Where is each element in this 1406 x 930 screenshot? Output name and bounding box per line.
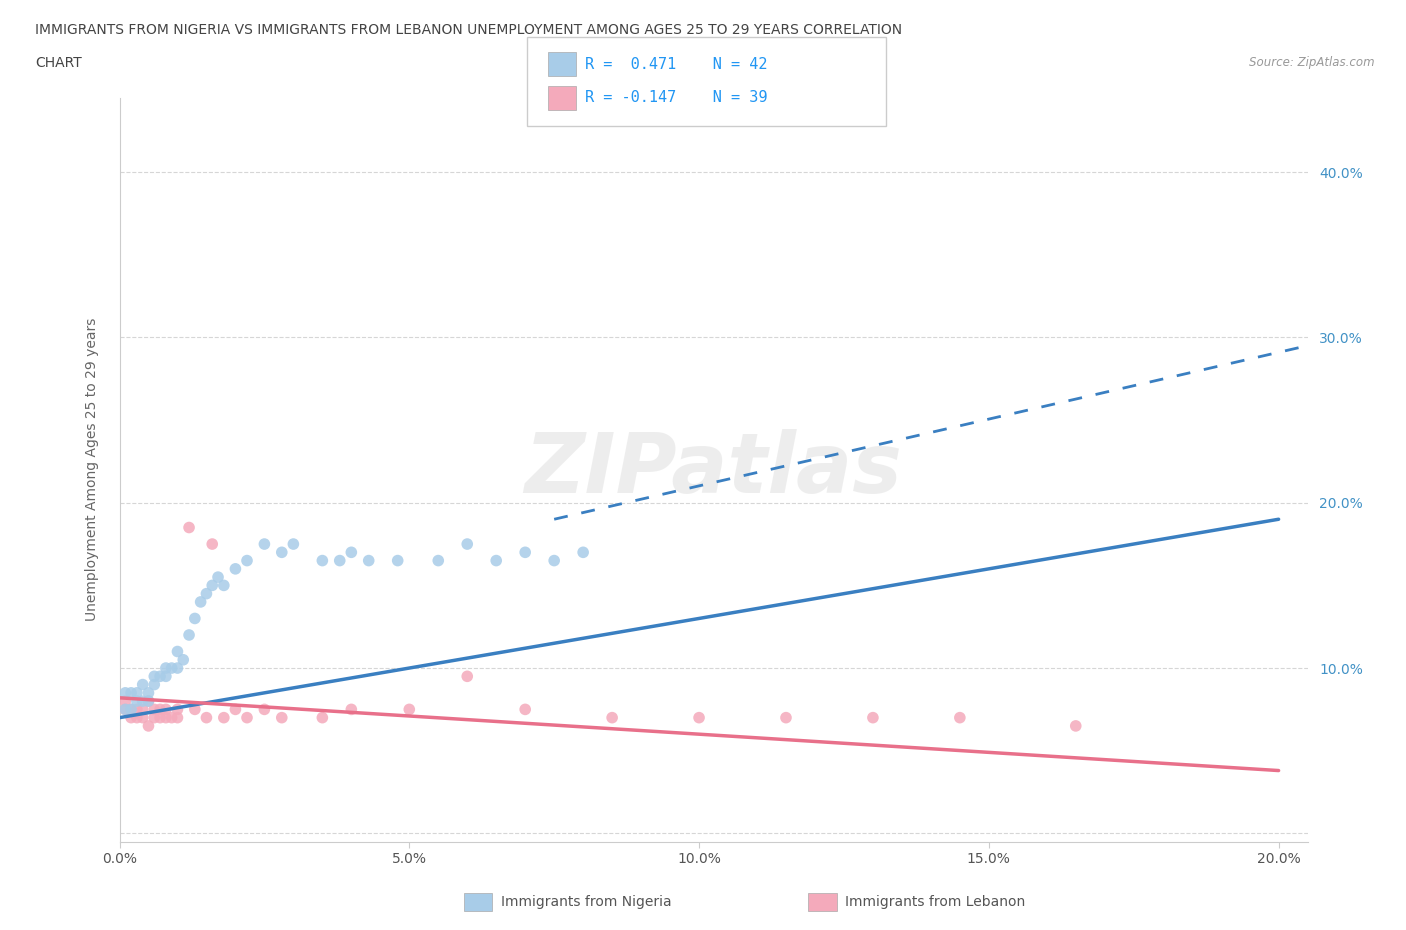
Point [224,702,246,717]
Point [329,553,352,568]
Point [143,677,166,692]
Point [125,685,148,700]
Point [149,711,172,725]
Point [340,545,363,560]
Text: ZIPatlas: ZIPatlas [524,429,903,511]
Point [166,711,188,725]
Point [114,685,136,700]
Point [143,669,166,684]
Point [131,702,153,717]
Point [114,694,136,709]
Point [138,694,160,709]
Point [572,545,595,560]
Point [283,537,305,551]
Point [270,545,292,560]
Point [253,537,276,551]
Text: R = -0.147    N = 39: R = -0.147 N = 39 [585,90,768,105]
Point [207,570,229,585]
Point [138,719,160,734]
Point [138,685,160,700]
Point [236,553,259,568]
Point [688,711,710,725]
Point [515,702,537,717]
Point [949,711,972,725]
Point [184,702,207,717]
Point [184,611,207,626]
Point [131,677,153,692]
Point [357,553,380,568]
Point [155,660,177,675]
Point [387,553,409,568]
Point [311,711,333,725]
Text: Source: ZipAtlas.com: Source: ZipAtlas.com [1250,56,1375,69]
Point [120,702,142,717]
Point [775,711,797,725]
Point [131,711,153,725]
Point [543,553,565,568]
Point [177,628,200,643]
Point [120,702,142,717]
Point [1064,719,1087,734]
Point [149,702,172,717]
Point [212,578,235,592]
Point [398,702,420,717]
Point [600,711,623,725]
Point [166,644,188,659]
Point [311,553,333,568]
Point [201,578,224,592]
Point [862,711,884,725]
Point [340,702,363,717]
Point [456,669,478,684]
Point [125,711,148,725]
Point [515,545,537,560]
Point [120,711,142,725]
Point [160,711,183,725]
Text: Immigrants from Nigeria: Immigrants from Nigeria [501,895,671,910]
Point [143,711,166,725]
Text: IMMIGRANTS FROM NIGERIA VS IMMIGRANTS FROM LEBANON UNEMPLOYMENT AMONG AGES 25 TO: IMMIGRANTS FROM NIGERIA VS IMMIGRANTS FR… [35,23,903,37]
Point [177,520,200,535]
Point [114,702,136,717]
Point [160,660,183,675]
Point [172,652,194,667]
Point [155,702,177,717]
Point [224,562,246,577]
Point [270,711,292,725]
Point [456,537,478,551]
Text: R =  0.471    N = 42: R = 0.471 N = 42 [585,57,768,72]
Point [125,694,148,709]
Point [114,702,136,717]
Point [201,537,224,551]
Point [212,711,235,725]
Point [131,694,153,709]
Point [120,685,142,700]
Point [166,660,188,675]
Text: CHART: CHART [35,56,82,70]
Point [253,702,276,717]
Text: Immigrants from Lebanon: Immigrants from Lebanon [845,895,1025,910]
Point [195,586,218,601]
Point [155,711,177,725]
Point [138,694,160,709]
Point [155,669,177,684]
Y-axis label: Unemployment Among Ages 25 to 29 years: Unemployment Among Ages 25 to 29 years [84,318,98,621]
Point [485,553,508,568]
Point [195,711,218,725]
Point [143,702,166,717]
Point [125,702,148,717]
Point [166,702,188,717]
Point [236,711,259,725]
Point [149,669,172,684]
Point [427,553,450,568]
Point [190,594,212,609]
